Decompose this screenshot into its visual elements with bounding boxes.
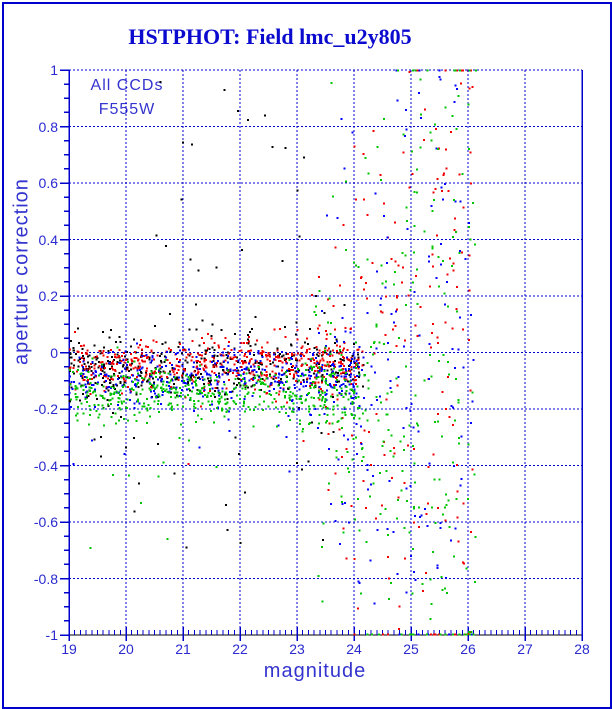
y-tick-label: -0.6 — [33, 514, 58, 530]
y-tick-label: 0 — [50, 344, 58, 361]
y-tick-label: 0.6 — [38, 175, 58, 191]
legend-filter: F555W — [98, 101, 156, 118]
series-ccd-green — [69, 69, 477, 636]
chart-title: HSTPHOT: Field lmc_u2y805 — [128, 24, 412, 49]
y-tick-label: 1 — [50, 62, 58, 78]
x-tick-label: 24 — [346, 641, 362, 657]
series-ccd-blue — [68, 69, 475, 636]
y-axis-label: aperture correction — [10, 178, 33, 365]
x-tick-label: 20 — [118, 641, 134, 657]
y-tick-label: -0.2 — [33, 401, 58, 417]
x-tick-label: 19 — [61, 641, 77, 657]
y-tick-label: 0.8 — [38, 118, 58, 135]
x-tick-label: 22 — [232, 641, 248, 657]
x-tick-label: 27 — [517, 641, 533, 657]
y-tick-label: -0.8 — [33, 570, 58, 587]
x-tick-label: 25 — [403, 641, 419, 657]
y-tick-label: 0.4 — [38, 231, 58, 248]
y-tick-label: 0.2 — [38, 288, 58, 304]
legend-all-ccds: All CCDs — [90, 77, 164, 94]
x-tick-label: 21 — [175, 641, 191, 657]
y-tick-label: -0.4 — [33, 457, 58, 474]
x-axis-label: magnitude — [263, 660, 367, 682]
x-tick-label: 26 — [460, 641, 476, 657]
x-tick-label: 23 — [289, 641, 305, 657]
x-tick-label: 28 — [574, 641, 590, 657]
y-tick-label: -1 — [45, 627, 58, 643]
series-ccd-black — [68, 81, 366, 549]
